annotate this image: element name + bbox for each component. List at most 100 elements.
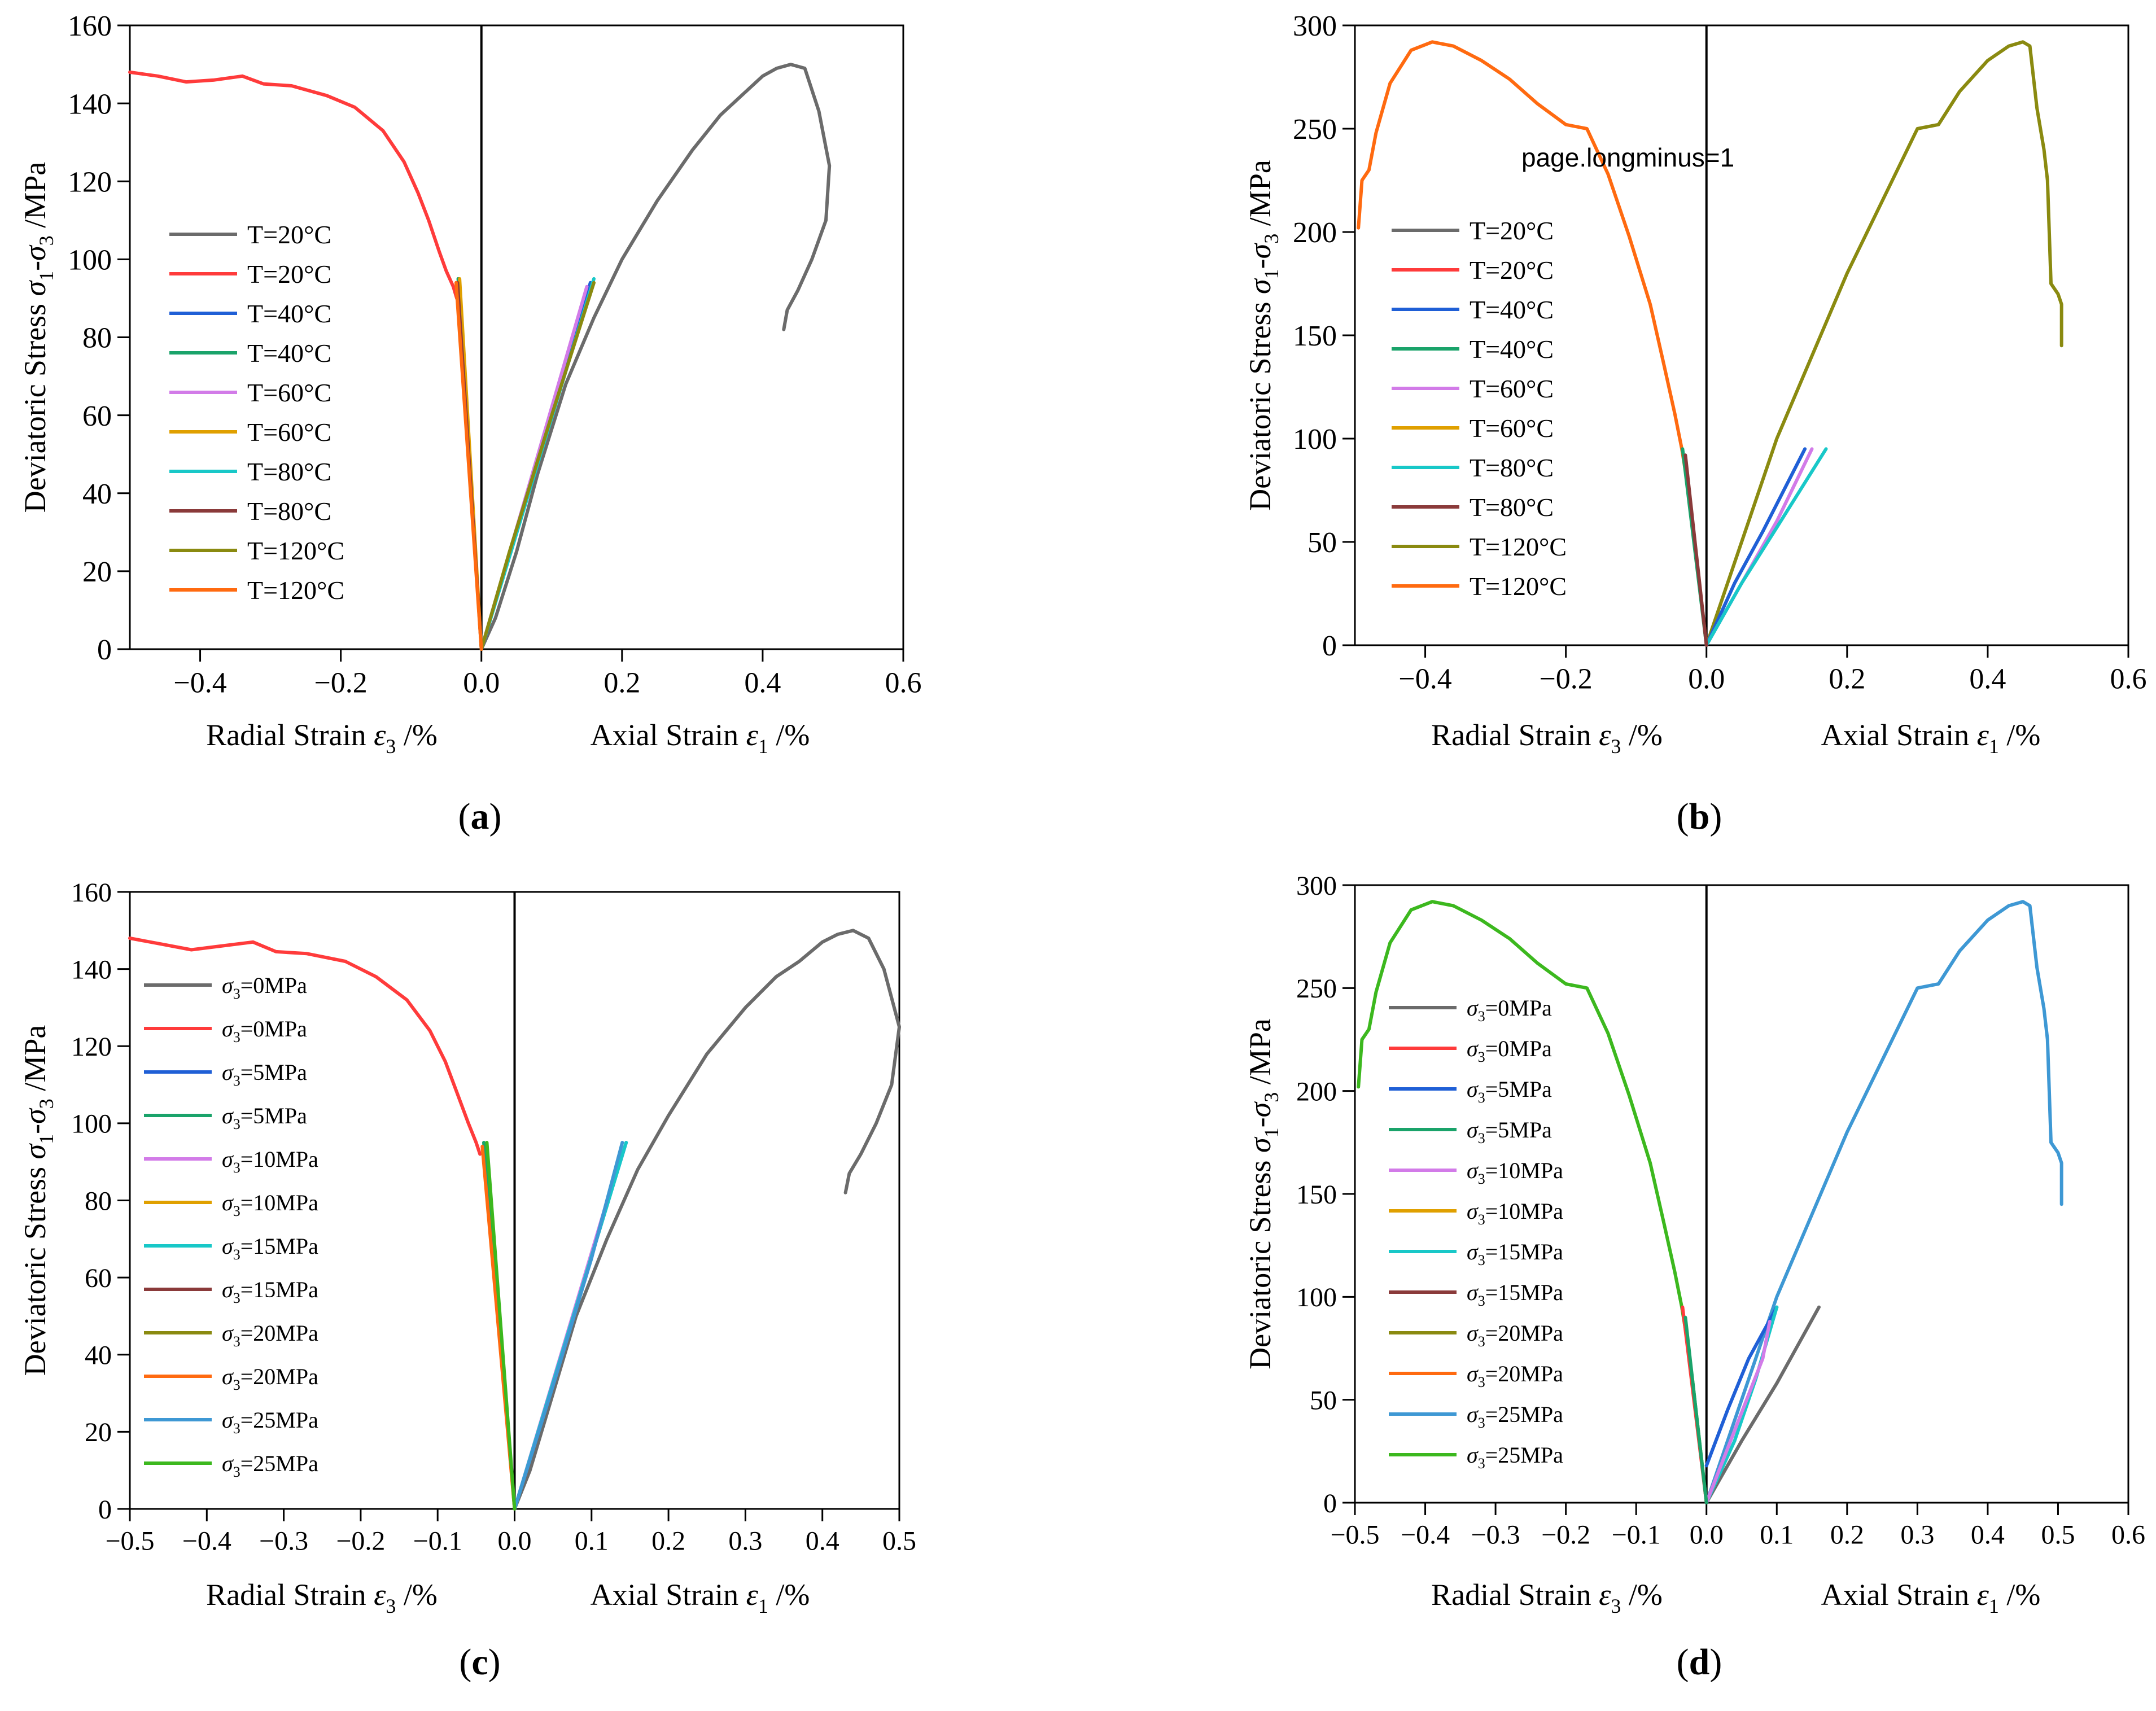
- y-tick-label: 100: [68, 244, 112, 277]
- legend: T=20°C T=20°C T=40°C T=40°C T=60°C T=60°C T=80…: [169, 220, 344, 605]
- x-tick-label: −0.2: [1539, 663, 1592, 695]
- panel-label: (c): [459, 1642, 500, 1683]
- legend-label: T=20°C: [247, 220, 331, 249]
- x-tick-label: 0.4: [744, 667, 781, 699]
- y-tick-label: 80: [85, 1186, 112, 1216]
- y-tick-label: 40: [85, 1341, 112, 1371]
- y-tick-label: 120: [68, 166, 112, 198]
- series-line: [1704, 447, 1807, 647]
- legend-label: σ3=0MPa: [222, 1016, 307, 1045]
- chart-panel-d: −0.5 −0.4 −0.3 −0.2 −0.1 0.0 0.1 0.2 0.3 0.4 0.5 0.…: [1243, 871, 2145, 1683]
- legend-label: σ3=10MPa: [1467, 1158, 1563, 1187]
- series-line: [513, 929, 901, 1511]
- legend-label: σ3=10MPa: [1467, 1198, 1563, 1228]
- y-axis-label: Deviatoric Stress σ1-σ3 /MPa: [18, 1025, 58, 1376]
- series-line: [1704, 1305, 1779, 1468]
- y-tick-label: 100: [1293, 423, 1337, 456]
- x-tick-label: 0.5: [2041, 1520, 2075, 1550]
- annotation-text: page.longminus=1: [1521, 143, 1734, 172]
- legend-label: T=120°C: [1470, 532, 1567, 561]
- x-axis-label-axial: Axial Strain ε1 /%: [591, 718, 810, 758]
- legend-label: T=20°C: [1470, 256, 1554, 285]
- series-line: [1704, 1320, 1772, 1504]
- x-tick-label: 0.2: [603, 667, 640, 699]
- legend-label: σ3=25MPa: [1467, 1442, 1563, 1472]
- chart-panel-c: −0.5 −0.4 −0.3 −0.2 −0.1 0.0 0.1 0.2 0.3 0.4 0.5 0 2…: [18, 878, 916, 1683]
- x-tick-label: −0.1: [413, 1526, 462, 1556]
- y-tick-label: 150: [1296, 1180, 1337, 1210]
- y-tick-label: 0: [1323, 1489, 1337, 1519]
- legend-label: T=40°C: [1470, 295, 1554, 324]
- legend: σ3=0MPa σ3=0MPa σ3=5MPa σ3=5MPa σ3=10MPa σ3=1…: [1389, 995, 1563, 1472]
- legend-label: T=60°C: [247, 418, 331, 447]
- series-line: [454, 281, 483, 651]
- x-tick-label: 0.3: [728, 1526, 762, 1556]
- x-tick-label: −0.4: [182, 1526, 231, 1556]
- legend-label: T=20°C: [1470, 216, 1554, 245]
- y-tick-label: 300: [1296, 871, 1337, 901]
- legend-label: σ3=15MPa: [222, 1233, 318, 1263]
- x-axis-label-radial: Radial Strain ε3 /%: [1431, 1578, 1663, 1617]
- y-tick-label: 50: [1307, 527, 1337, 559]
- y-tick-label: 120: [71, 1032, 112, 1062]
- legend-label: T=120°C: [247, 536, 344, 565]
- y-tick-label: 20: [85, 1417, 112, 1447]
- x-tick-label: −0.2: [1541, 1520, 1590, 1550]
- y-tick-label: 0: [98, 1495, 112, 1525]
- legend-label: σ3=0MPa: [1467, 995, 1552, 1025]
- x-tick-label: −0.1: [1612, 1520, 1661, 1550]
- legend-label: σ3=25MPa: [222, 1451, 318, 1480]
- y-tick-label: 0: [1322, 630, 1337, 662]
- y-axis-label-text: Deviatoric Stress σ1-σ3 /MPa: [18, 1025, 58, 1376]
- x-axis-label-axial: Axial Strain ε1 /%: [591, 1578, 810, 1617]
- legend-label: T=60°C: [1470, 374, 1554, 403]
- y-axis-label: Deviatoric Stress σ1-σ3 /MPa: [18, 162, 58, 513]
- series-line: [1683, 453, 1708, 647]
- x-tick-label: 0.1: [575, 1526, 609, 1556]
- x-tick-label: 0.2: [1830, 1520, 1864, 1550]
- series-line: [479, 281, 596, 651]
- legend-label: σ3=20MPa: [222, 1364, 318, 1393]
- legend-label: σ3=25MPa: [222, 1407, 318, 1437]
- y-tick-label: 40: [82, 478, 112, 510]
- x-tick-label: 0.0: [1688, 663, 1725, 695]
- series-line: [1704, 900, 2063, 1504]
- legend-label: T=60°C: [247, 378, 331, 407]
- legend-label: σ3=25MPa: [1467, 1402, 1563, 1431]
- y-tick-label: 140: [68, 88, 112, 120]
- legend-label: T=120°C: [1470, 572, 1567, 601]
- x-axis-label-radial: Radial Strain ε3 /%: [206, 718, 438, 758]
- y-tick-label: 20: [82, 556, 112, 588]
- legend-label: σ3=5MPa: [222, 1060, 307, 1089]
- y-tick-label: 60: [82, 400, 112, 432]
- legend-label: σ3=0MPa: [222, 973, 307, 1002]
- y-tick-label: 140: [71, 955, 112, 984]
- y-tick-label: 160: [68, 10, 112, 42]
- legend-label: T=60°C: [1470, 414, 1554, 443]
- y-tick-label: 200: [1296, 1077, 1337, 1106]
- x-tick-label: 0.0: [463, 667, 500, 699]
- x-tick-label: −0.4: [1401, 1520, 1450, 1550]
- y-tick-label: 250: [1293, 113, 1337, 146]
- legend-label: T=40°C: [1470, 335, 1554, 364]
- series-line: [128, 937, 482, 1156]
- legend-label: σ3=20MPa: [222, 1320, 318, 1350]
- x-tick-label: −0.5: [1330, 1520, 1379, 1550]
- legend: σ3=0MPa σ3=0MPa σ3=5MPa σ3=5MPa σ3=10MPa σ3=1…: [144, 973, 318, 1480]
- legend-label: T=80°C: [247, 497, 331, 526]
- x-tick-label: 0.4: [1971, 1520, 2005, 1550]
- y-axis-label-text: Deviatoric Stress σ1-σ3 /MPa: [18, 162, 58, 513]
- legend-label: T=40°C: [247, 299, 331, 328]
- y-tick-label: 200: [1293, 217, 1337, 249]
- y-axis-label: Deviatoric Stress σ1-σ3 /MPa: [1243, 160, 1283, 511]
- x-tick-label: 0.1: [1760, 1520, 1794, 1550]
- legend: T=20°C T=20°C T=40°C T=40°C T=60°C T=60°C T=80…: [1392, 216, 1567, 601]
- x-tick-label: 0.2: [651, 1526, 685, 1556]
- x-tick-label: 0.2: [1829, 663, 1865, 695]
- panel-label: (a): [458, 796, 502, 837]
- legend-label: T=40°C: [247, 339, 331, 367]
- series-line: [1704, 1305, 1821, 1504]
- x-tick-label: 0.6: [885, 667, 922, 699]
